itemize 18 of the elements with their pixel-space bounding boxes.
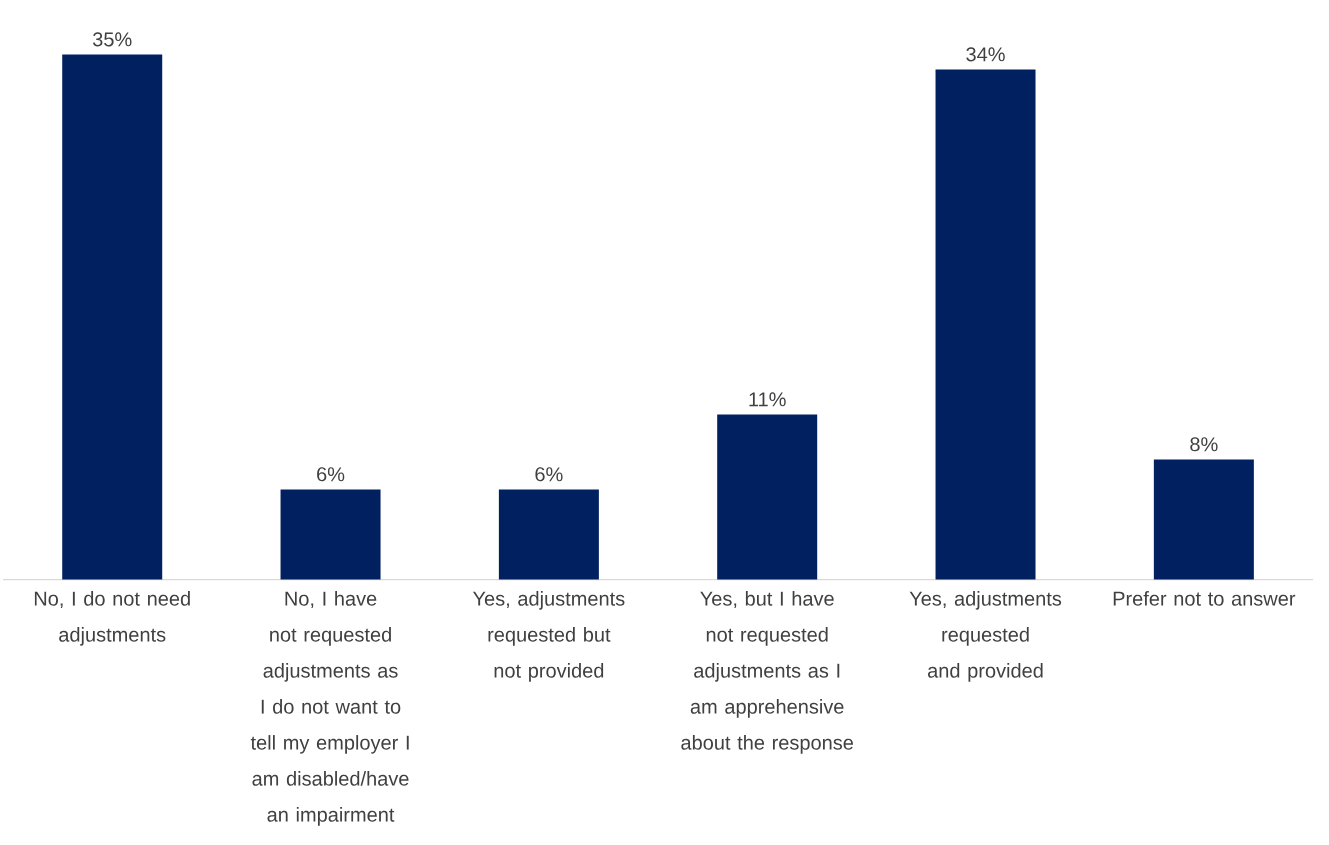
bar (935, 69, 1036, 580)
data-label: 34% (966, 47, 1005, 62)
bar (498, 489, 599, 580)
x-tick-label: Yes, adjustments requested and provided (909, 591, 1062, 682)
bar (1153, 459, 1254, 580)
x-tick-label: No, I have not requested adjustments as I do not want to tell my employer I am disabled/have an impairment (250, 591, 409, 826)
data-label: 6% (535, 467, 563, 482)
data-label: 8% (1190, 437, 1218, 452)
x-tick-label: No, I do not need adjustments (34, 591, 190, 646)
data-label: 35% (92, 32, 132, 47)
bar (280, 489, 381, 580)
data-label: 11% (749, 392, 786, 407)
data-label: 6% (317, 467, 345, 482)
x-tick-label: Prefer not to answer (1113, 591, 1296, 606)
x-tick-label: Yes, adjustments requested but not provided (472, 591, 625, 682)
x-tick-label: Yes, but I have not requested adjustments as I am apprehensive about the response (681, 591, 853, 754)
bar (717, 414, 818, 580)
bar (62, 54, 163, 580)
